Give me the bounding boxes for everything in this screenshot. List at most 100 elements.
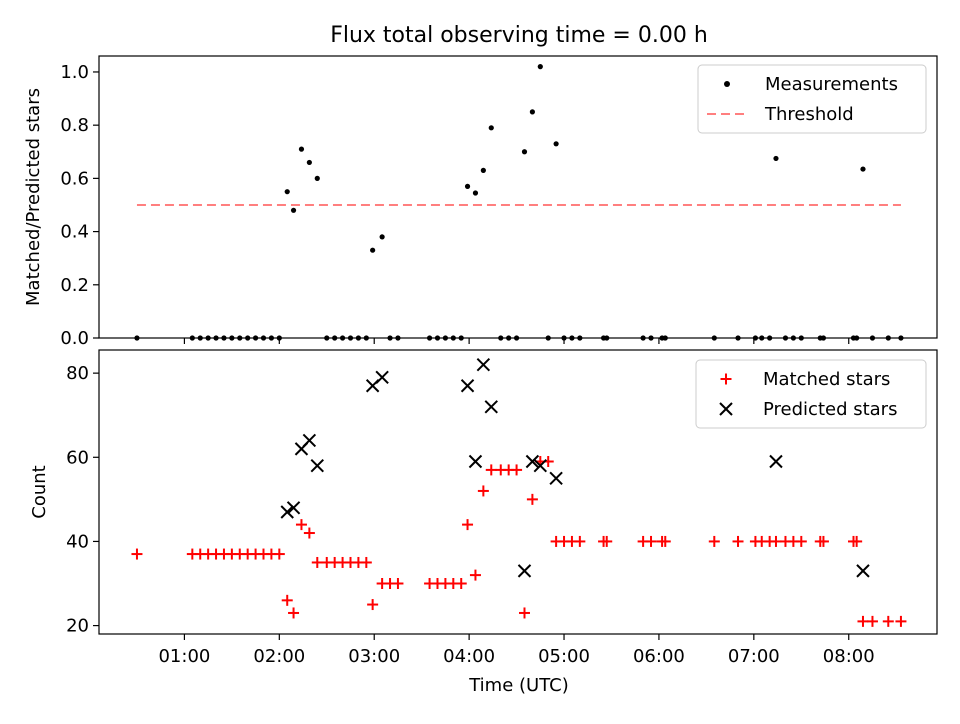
ratio-x-ticks: [183, 338, 850, 344]
measurement-point: [290, 207, 297, 213]
matched-star-point: [526, 493, 538, 505]
predicted-star-point: [719, 402, 733, 416]
x-axis-label: Time (UTC): [468, 675, 569, 696]
measurement-point: [306, 159, 312, 166]
ratio-y-tick-label: 0.8: [60, 115, 89, 136]
predicted-star-point: [302, 433, 317, 448]
matched-star-point: [462, 519, 474, 531]
predicted-star-point: [310, 458, 324, 473]
measurement-point: [284, 189, 290, 195]
ratio-y-tick-label: 0.0: [60, 328, 89, 349]
legend-predicted-marker: [719, 402, 733, 416]
legend-matched-label: Matched stars: [763, 369, 890, 390]
matched-star-point: [367, 599, 379, 611]
legend-measurements-label: Measurements: [765, 74, 898, 95]
matched-star-point: [455, 578, 467, 590]
matched-star-point: [295, 519, 307, 531]
matched-star-point: [281, 594, 293, 606]
count-y-label: Count: [29, 465, 50, 518]
x-tick-label: 06:00: [633, 646, 685, 667]
matched-star-point: [518, 607, 530, 619]
measurement-point: [472, 190, 479, 196]
x-tick-label: 04:00: [443, 646, 495, 667]
measurement-point: [480, 167, 486, 173]
predicted-star-point: [484, 400, 498, 414]
figure-title: Flux total observing time = 0.00 h: [330, 23, 708, 48]
x-tick-label: 08:00: [823, 646, 875, 667]
x-tick-label: 02:00: [253, 646, 305, 667]
matched-star-point: [817, 535, 829, 547]
measurement-point: [370, 247, 376, 253]
measurement-point: [773, 155, 779, 162]
legend-predicted-label: Predicted stars: [763, 399, 897, 420]
predicted-star-point: [460, 379, 475, 393]
measurement-point: [860, 166, 866, 172]
matched-star-point: [288, 607, 300, 619]
matched-star-point: [732, 535, 744, 547]
predicted-star-point: [375, 370, 389, 385]
count-y-axis: 20 40 60 80: [66, 363, 99, 637]
count-y-tick-label: 80: [66, 363, 89, 384]
ratio-y-label: Matched/Predicted stars: [23, 88, 44, 306]
ratio-legend-box: [697, 64, 927, 134]
matched-star-point: [574, 535, 586, 547]
measurement-point: [529, 109, 535, 115]
x-tick-label: 05:00: [538, 646, 590, 667]
matched-star-point: [770, 535, 782, 547]
legend-threshold-label: Threshold: [764, 104, 854, 125]
measurement-point: [464, 183, 471, 189]
ratio-y-tick-label: 1.0: [60, 62, 89, 83]
matched-star-point: [645, 535, 657, 547]
count-legend: Matched stars Predicted stars: [695, 359, 927, 429]
count-y-tick-label: 20: [66, 616, 89, 637]
ratio-y-tick-label: 0.4: [60, 222, 89, 243]
matched-star-point: [659, 535, 671, 547]
x-tick-label: 07:00: [728, 646, 780, 667]
count-legend-box: [695, 359, 927, 429]
ratio-panel: 0.0 0.2 0.4 0.6 0.8 1.0 Matched/Predicted sta…: [23, 55, 938, 349]
predicted-star-point: [525, 454, 540, 469]
matched-star-point: [795, 535, 807, 547]
matched-star-point: [485, 464, 497, 476]
measurement-point: [314, 175, 320, 181]
predicted-star-point: [533, 458, 548, 473]
matched-star-point: [360, 556, 372, 568]
legend-measurements-marker: [724, 81, 730, 87]
predicted-star-point: [476, 358, 491, 372]
ratio-legend: Measurements Threshold: [697, 64, 927, 134]
matched-star-point: [511, 464, 523, 476]
ratio-y-tick-label: 0.6: [60, 168, 89, 189]
matched-star-point: [477, 485, 489, 497]
measurement-point: [537, 64, 543, 70]
predicted-star-point: [769, 454, 783, 469]
ratio-y-axis: 0.0 0.2 0.4 0.6 0.8 1.0: [60, 62, 99, 349]
measurement-point: [553, 141, 559, 147]
count-panel-frame: [98, 349, 938, 635]
matched-star-point: [392, 578, 404, 590]
ratio-y-tick-label: 0.2: [60, 275, 89, 296]
matched-star-point: [720, 373, 732, 385]
predicted-star-point: [856, 564, 870, 578]
count-y-tick-label: 40: [66, 531, 89, 552]
matched-star-point: [851, 535, 863, 547]
matched-star-point: [469, 569, 481, 581]
measurement-point: [488, 125, 494, 131]
matched-star-point: [311, 556, 323, 568]
matched-star-point: [866, 615, 878, 627]
predicted-star-point: [468, 454, 483, 469]
measurement-point: [521, 149, 528, 155]
matched-star-point: [882, 615, 894, 627]
matched-star-point: [273, 548, 285, 560]
matched-star-point: [895, 615, 907, 627]
matched-star-point: [303, 527, 315, 539]
count-points: [131, 358, 907, 627]
count-y-tick-label: 60: [66, 447, 89, 468]
measurement-point: [379, 234, 385, 240]
matched-star-point: [131, 548, 143, 560]
matched-star-point: [857, 615, 869, 627]
predicted-star-point: [280, 505, 294, 519]
matched-star-point: [708, 535, 720, 547]
x-tick-label: 01:00: [158, 646, 210, 667]
